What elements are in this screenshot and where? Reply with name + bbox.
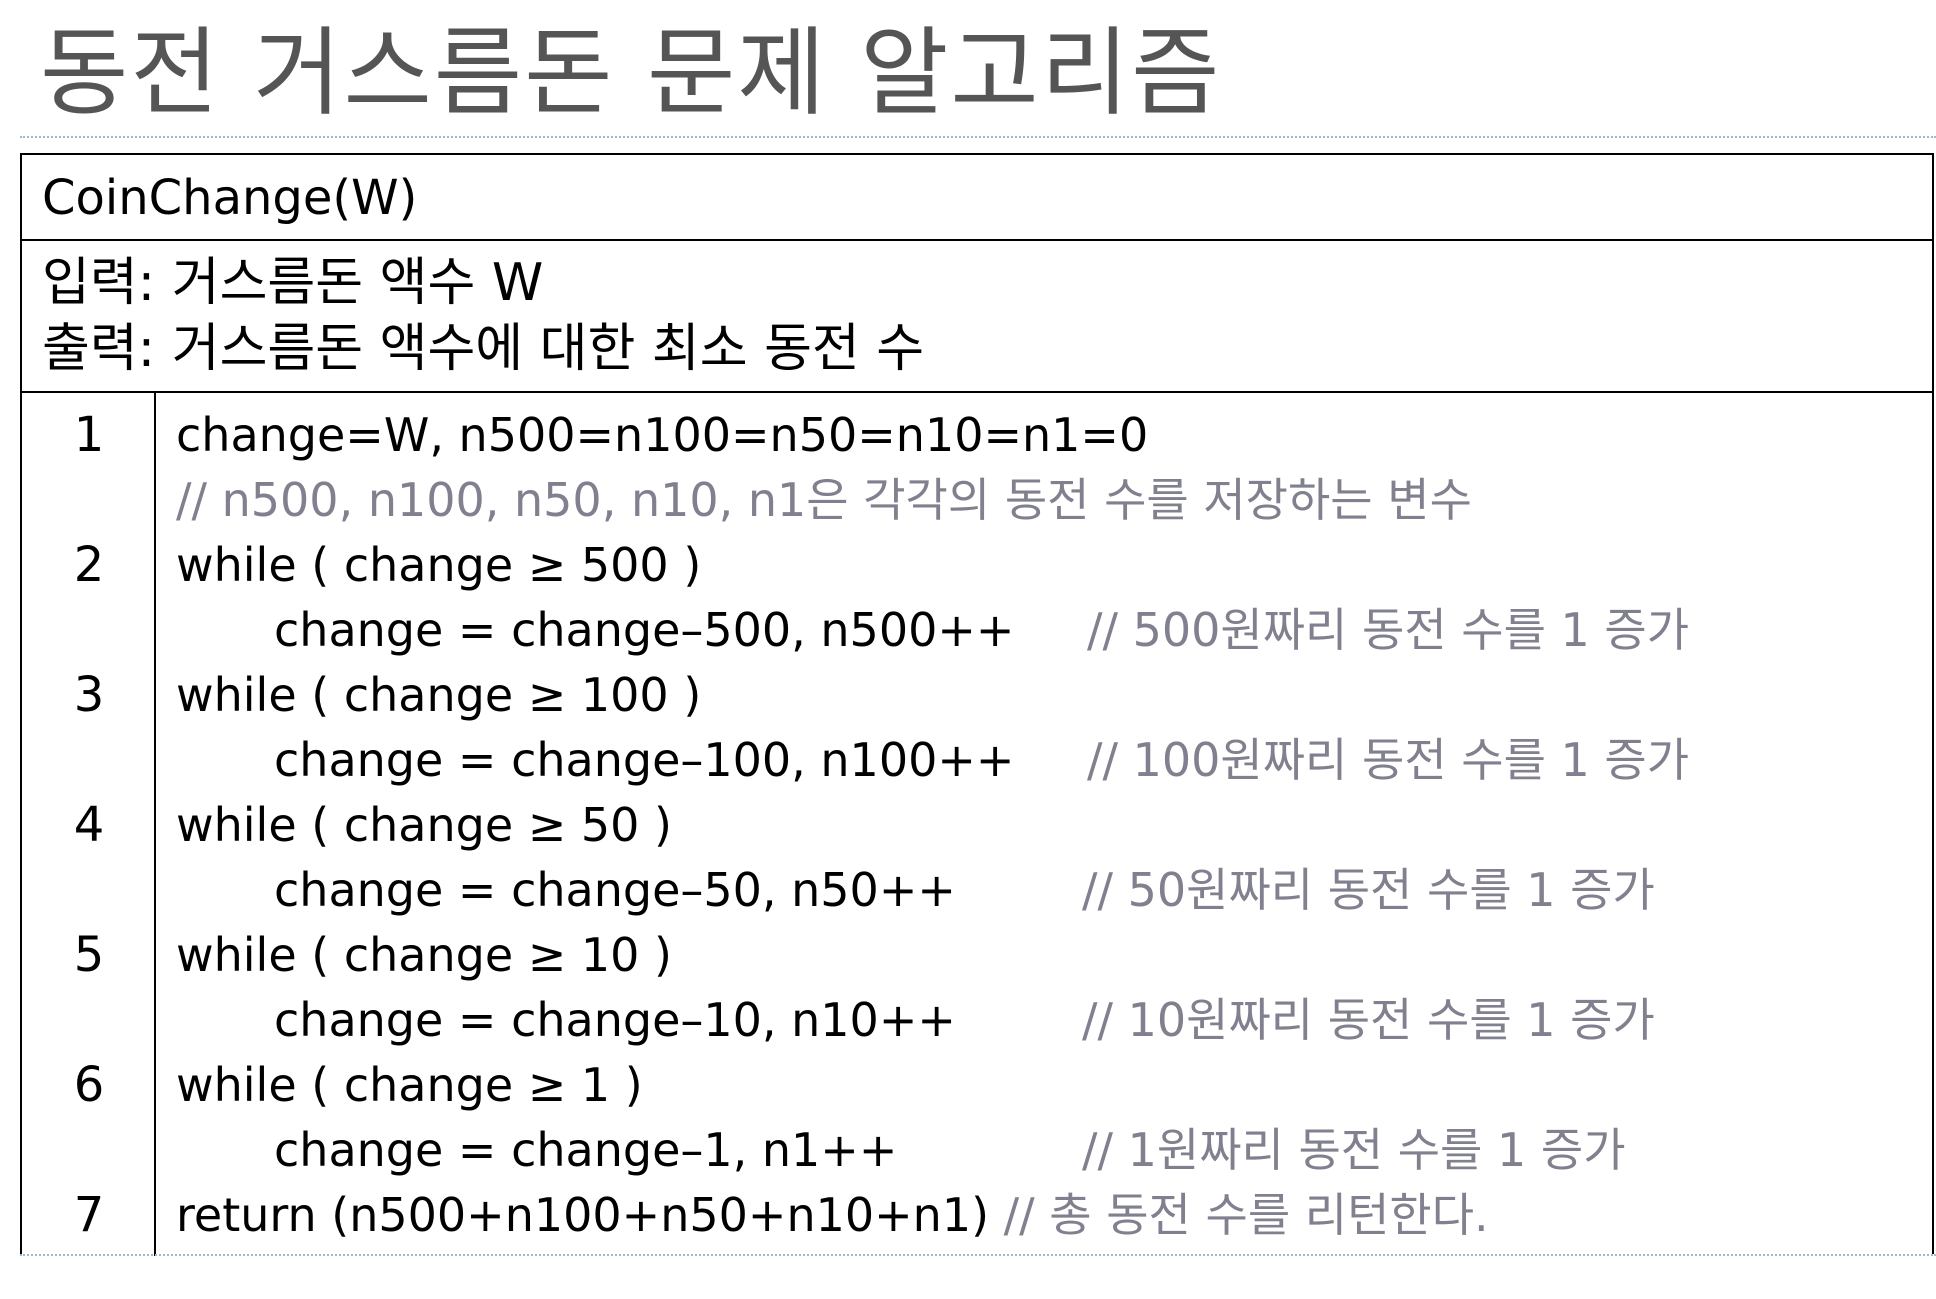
line-number-7: 7 <box>73 1187 105 1243</box>
code-comment-variables: // n500, n100, n50, n10, n1은 각각의 동전 수를 저… <box>176 473 1472 527</box>
output-text: 거스름돈 액수에 대한 최소 동전 수 <box>171 319 925 379</box>
code-line-5-body: change = change–10, n10++ <box>274 993 956 1047</box>
algorithm-body: 1 2 3 4 5 6 7 change=W, n500=n100=n50=n1… <box>22 393 1932 1256</box>
code-line-4-body: change = change–50, n50++ <box>274 863 956 917</box>
line-number-5: 5 <box>73 927 105 983</box>
code-comment-1: // 1원짜리 동전 수를 1 증가 <box>1082 1123 1626 1177</box>
line-number-3: 3 <box>73 667 105 723</box>
code-line-3-body: change = change–100, n100++ <box>274 733 1015 787</box>
code-line-6: while ( change ≥ 1 ) <box>176 1058 643 1112</box>
input-spec: 입력: 거스름돈 액수 W <box>42 251 543 315</box>
code-line-7: return (n500+n100+n50+n10+n1) // 총 동전 수를… <box>176 1185 1489 1245</box>
line-number-6: 6 <box>73 1057 105 1113</box>
code-line-1: change=W, n500=n100=n50=n10=n1=0 <box>176 408 1149 462</box>
line-number-2: 2 <box>73 537 105 593</box>
line-number-column: 1 2 3 4 5 6 7 <box>22 393 156 1256</box>
algorithm-header-row: CoinChange(W) <box>22 155 1932 241</box>
code-line-3: while ( change ≥ 100 ) <box>176 668 702 722</box>
code-comment-10: // 10원짜리 동전 수를 1 증가 <box>1082 993 1655 1047</box>
output-spec: 출력: 거스름돈 액수에 대한 최소 동전 수 <box>42 317 924 381</box>
input-text: 거스름돈 액수 W <box>171 253 544 313</box>
code-comment-return: // 총 동전 수를 리턴한다. <box>1003 1188 1489 1242</box>
code-line-6-body: change = change–1, n1++ <box>274 1123 898 1177</box>
algorithm-name: CoinChange(W) <box>42 170 418 226</box>
code-line-4: while ( change ≥ 50 ) <box>176 798 673 852</box>
code-line-2-body: change = change–500, n500++ <box>274 603 1015 657</box>
slide-title: 동전 거스름돈 문제 알고리즘 <box>40 17 1222 129</box>
line-number-4: 4 <box>73 797 105 853</box>
line-number-1: 1 <box>73 407 105 463</box>
input-label: 입력: <box>42 253 156 313</box>
code-comment-50: // 50원짜리 동전 수를 1 증가 <box>1082 863 1655 917</box>
code-line-7-code: return (n500+n100+n50+n10+n1) <box>176 1188 990 1242</box>
code-line-2: while ( change ≥ 500 ) <box>176 538 702 592</box>
output-label: 출력: <box>42 319 156 379</box>
bottom-divider <box>20 1254 1936 1256</box>
algorithm-box: CoinChange(W) 입력: 거스름돈 액수 W 출력: 거스름돈 액수에… <box>20 153 1934 1256</box>
algorithm-io-row: 입력: 거스름돈 액수 W 출력: 거스름돈 액수에 대한 최소 동전 수 <box>22 241 1932 393</box>
code-comment-500: // 500원짜리 동전 수를 1 증가 <box>1087 603 1690 657</box>
title-divider <box>20 136 1936 138</box>
code-line-5: while ( change ≥ 10 ) <box>176 928 673 982</box>
code-comment-100: // 100원짜리 동전 수를 1 증가 <box>1087 733 1690 787</box>
